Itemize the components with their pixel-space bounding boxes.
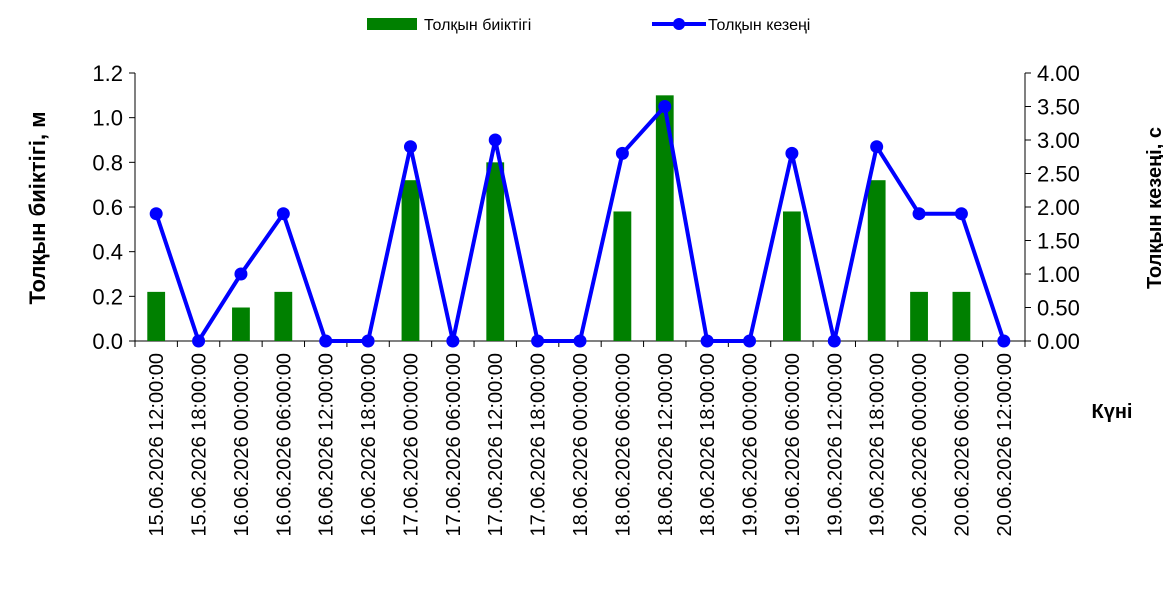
y-right-tick-label: 1.50 [1037,229,1080,254]
line-point [573,334,587,348]
line-point [785,146,799,160]
x-tick-label: 20.06.2026 00:00:00 [909,353,931,537]
x-tick-label: 17.06.2026 18:00:00 [528,353,550,537]
x-tick-label: 17.06.2026 06:00:00 [443,353,465,537]
bar [952,291,971,341]
x-tick-label: 18.06.2026 06:00:00 [612,353,634,537]
line-point [446,334,460,348]
y-right-tick-label: 0.50 [1037,296,1080,321]
x-tick-label: 20.06.2026 06:00:00 [951,353,973,537]
bar [655,95,674,341]
line-point [234,267,248,281]
bar [486,162,505,341]
line-point [276,207,290,221]
line-point [743,334,757,348]
x-tick-label: 18.06.2026 00:00:00 [570,353,592,537]
bar [147,291,166,341]
line-point [192,334,206,348]
bar [274,291,293,341]
x-tick-label: 19.06.2026 12:00:00 [824,353,846,537]
x-tick-label: 16.06.2026 12:00:00 [316,353,338,537]
y-left-tick-label: 0.0 [92,329,123,354]
y-right-tick-label: 3.50 [1037,95,1080,120]
legend-bar-label: Толқын биіктігі [424,17,531,34]
line-point [912,207,926,221]
x-tick-label: 19.06.2026 00:00:00 [740,353,762,537]
legend-line-marker [673,18,685,30]
y-right-axis-title: Толқын кезеңі, с [1144,127,1163,289]
legend: Толқын биіктігі Толқын кезеңі [367,17,810,34]
x-tick-label: 16.06.2026 18:00:00 [358,353,380,537]
y-left-tick-label: 0.6 [92,195,123,220]
bar [401,180,420,341]
y-left-tick-label: 1.2 [92,61,123,86]
x-tick-label: 20.06.2026 12:00:00 [994,353,1016,537]
line-point [361,334,375,348]
line-point [954,207,968,221]
line-point [997,334,1011,348]
legend-line-label: Толқын кезеңі [708,17,810,34]
line-point [827,334,841,348]
x-axis-title: Күні [1092,401,1133,423]
line-point [870,140,884,154]
x-tick-label: 16.06.2026 06:00:00 [273,353,295,537]
bar [867,180,886,341]
x-tick-label: 18.06.2026 12:00:00 [655,353,677,537]
x-tick-label: 17.06.2026 00:00:00 [400,353,422,537]
line-point [488,133,502,147]
x-tick-label: 17.06.2026 12:00:00 [485,353,507,537]
y-left-tick-label: 1.0 [92,106,123,131]
bar [232,307,250,341]
y-left-axis-title: Толқын биіктігі, м [25,111,50,304]
y-right-tick-label: 0.00 [1037,329,1080,354]
x-tick-label: 15.06.2026 12:00:00 [146,353,168,537]
x-tick-label: 19.06.2026 06:00:00 [782,353,804,537]
line-point [403,140,417,154]
line-point [700,334,714,348]
x-tick-label: 15.06.2026 18:00:00 [189,353,211,537]
y-right-tick-label: 3.00 [1037,128,1080,153]
bar [910,291,928,341]
bar [613,211,632,341]
plot-area: 0.0 0.2 0.4 0.6 0.8 1.0 1.2 0.00 0.50 1.00 1.50 2.0… [92,61,1079,537]
x-tick-label: 19.06.2026 18:00:00 [867,353,889,537]
legend-bar-swatch [367,18,417,30]
x-tick-label: 18.06.2026 18:00:00 [697,353,719,537]
y-right-tick-label: 2.00 [1037,195,1080,220]
line-point [615,146,629,160]
y-right-tick-label: 1.00 [1037,262,1080,287]
y-left-tick-label: 0.8 [92,150,123,175]
line-point [319,334,333,348]
line-point [531,334,545,348]
y-right-tick-label: 2.50 [1037,162,1080,187]
bar [783,211,801,341]
y-right-tick-label: 4.00 [1037,61,1080,86]
line-point [149,207,163,221]
y-left-tick-label: 0.4 [92,240,123,265]
y-left-tick-label: 0.2 [92,284,123,309]
line-point [658,100,672,113]
x-tick-label: 16.06.2026 00:00:00 [231,353,253,537]
